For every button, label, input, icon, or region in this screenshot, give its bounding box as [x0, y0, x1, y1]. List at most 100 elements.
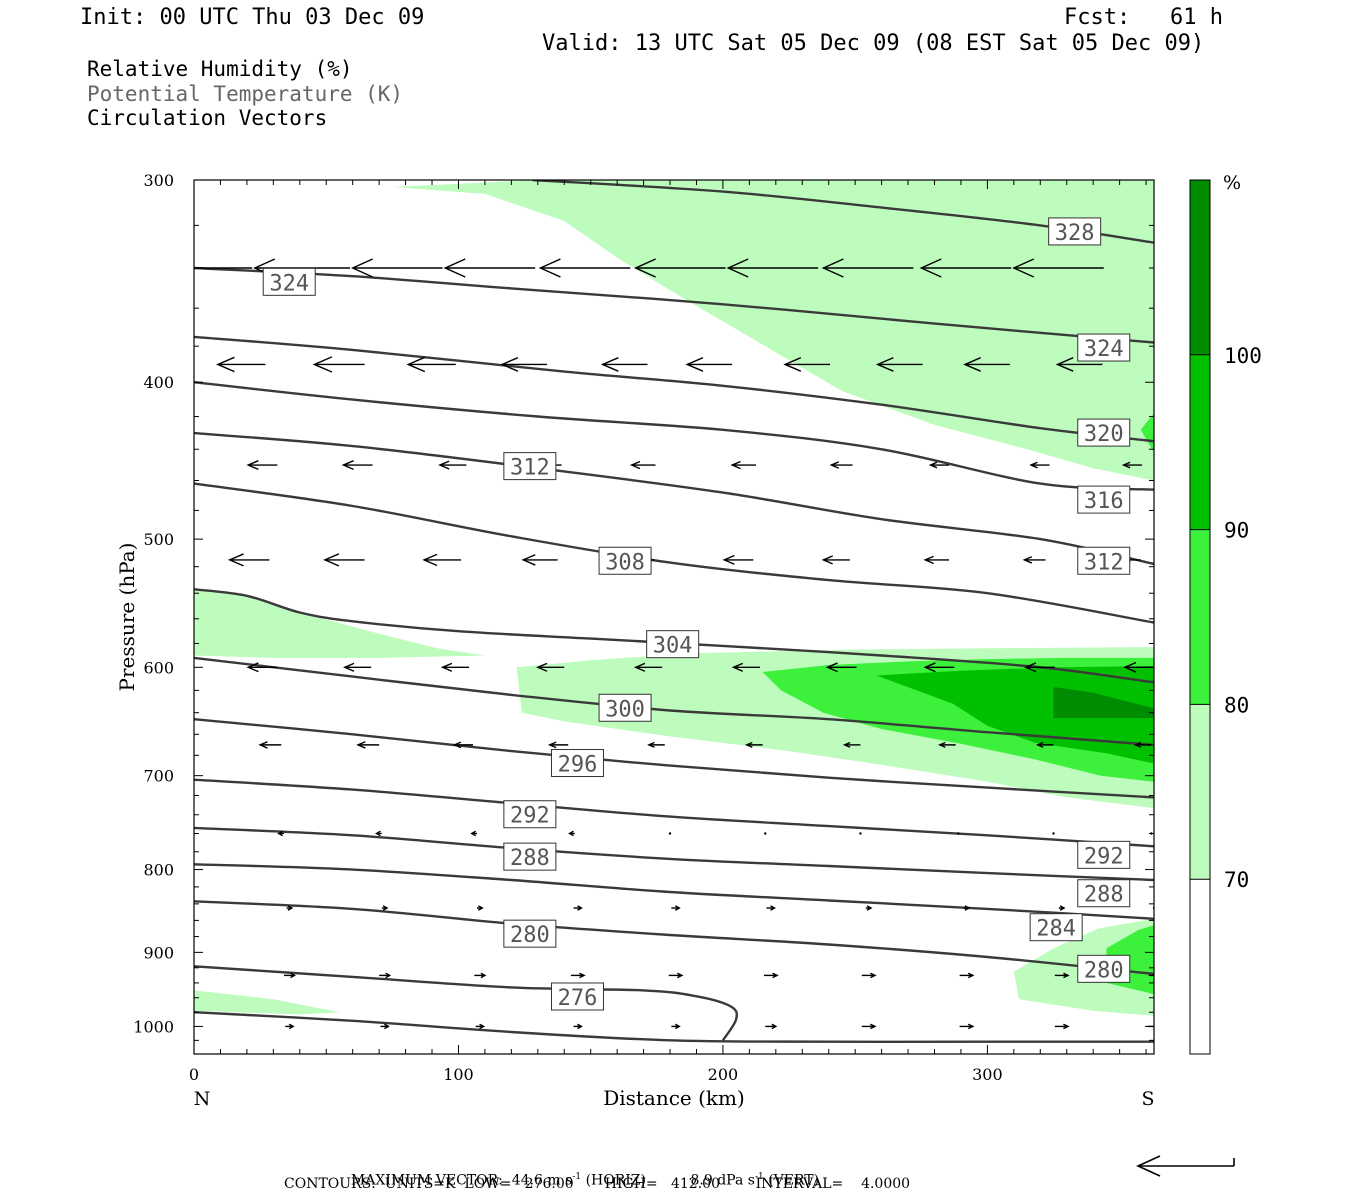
circulation-vector	[821, 258, 914, 278]
contour-label-308: 308	[598, 546, 652, 575]
contour-label-312: 312	[1077, 546, 1131, 575]
circulation-vector	[1058, 905, 1066, 911]
contour-label-312: 312	[503, 452, 557, 481]
svg-text:308: 308	[605, 550, 645, 575]
circulation-vector	[323, 553, 365, 567]
contour-label-280: 280	[1077, 954, 1131, 983]
circulation-vector	[829, 461, 853, 469]
circulation-vector	[258, 741, 282, 749]
contour-label-288: 288	[1077, 879, 1131, 908]
svg-text:300: 300	[605, 697, 645, 722]
circulation-vector	[342, 662, 372, 672]
theta-contour-324	[194, 266, 1154, 344]
theta-contour-312	[194, 431, 1154, 566]
circulation-vector	[629, 460, 656, 470]
svg-text:292: 292	[510, 804, 550, 829]
svg-text:284: 284	[1036, 917, 1076, 942]
rh-region-70	[194, 990, 340, 1015]
circulation-vector	[286, 905, 294, 911]
y-tick-label: 600	[143, 658, 174, 677]
y-axis-label: Pressure (hPa)	[115, 543, 139, 692]
max-vector-horiz-sup: -1	[572, 1172, 582, 1182]
circulation-vector	[726, 258, 819, 278]
contour-label-288: 288	[503, 842, 557, 871]
circulation-vector	[959, 1023, 975, 1030]
init-time: Init: 00 UTC Thu 03 Dec 09	[80, 5, 425, 30]
circulation-vector	[938, 741, 956, 748]
circulation-vector	[475, 1023, 486, 1030]
circulation-vector	[923, 662, 955, 673]
x-tick-label: 200	[708, 1065, 739, 1084]
circulation-vector	[1133, 741, 1152, 748]
legend-theta: Potential Temperature (K)	[87, 82, 404, 106]
rh-region-70	[392, 180, 1154, 481]
circulation-vector	[440, 662, 470, 672]
circulation-vector	[283, 972, 296, 979]
circulation-vector	[730, 460, 756, 470]
plot-frame	[193, 179, 1155, 1055]
max-vector-vert-label: (VERT)	[768, 1172, 820, 1189]
theta-contour-272	[194, 1011, 1154, 1044]
circulation-vector	[959, 972, 975, 979]
contour-label-284: 284	[1029, 913, 1083, 942]
svg-text:324: 324	[1084, 337, 1124, 362]
circulation-vector	[957, 832, 960, 835]
x-tick-label: 100	[443, 1065, 474, 1084]
circulation-vector	[928, 461, 950, 469]
contour-label-320: 320	[1077, 418, 1131, 447]
circulation-vector	[685, 357, 733, 372]
circulation-vector	[861, 972, 877, 979]
circulation-vector	[1054, 972, 1070, 979]
circulation-vector	[1052, 832, 1055, 835]
y-tick-label: 500	[143, 530, 174, 549]
svg-text:320: 320	[1084, 422, 1124, 447]
circulation-vector	[194, 267, 253, 269]
contour-label-316: 316	[1077, 485, 1131, 514]
svg-text:304: 304	[653, 634, 693, 659]
circulation-vector	[246, 662, 278, 673]
contour-label-280: 280	[503, 919, 557, 948]
circulation-vector	[381, 905, 389, 911]
circulation-vector	[1022, 556, 1046, 564]
theta-contours	[194, 180, 1154, 1044]
circulation-vector	[568, 830, 575, 837]
circulation-vector	[438, 460, 467, 470]
svg-text:292: 292	[1084, 844, 1124, 869]
circulation-vector	[763, 972, 779, 979]
max-vector-vert-sup: -1	[754, 1172, 764, 1182]
circulation-vector	[350, 258, 443, 278]
svg-text:288: 288	[510, 846, 550, 871]
circulation-vector	[476, 905, 484, 911]
circulation-vector	[821, 555, 850, 565]
circulation-vector	[963, 905, 971, 911]
theta-contour-284	[194, 863, 1154, 920]
y-tick-label: 800	[143, 861, 174, 880]
circulation-vector	[668, 972, 684, 979]
circulation-vector	[766, 905, 776, 911]
x-axis-label: Distance (km)	[603, 1086, 745, 1110]
axis-ticks: 300 400 500 600 700 800 900 1000 0 100 200 300	[133, 171, 1154, 1084]
circulation-vector	[375, 830, 382, 837]
svg-text:280: 280	[1084, 958, 1124, 983]
contour-label-296: 296	[550, 749, 604, 778]
theta-contour-296	[194, 718, 1154, 799]
theta-contour-320	[194, 335, 1154, 443]
circulation-vector	[1029, 461, 1050, 469]
colorbar-segment	[1190, 180, 1210, 355]
circulation-vector	[470, 830, 477, 837]
circulation-vector	[647, 741, 665, 748]
colorbar-label: 100	[1224, 344, 1262, 368]
circulation-vector	[731, 662, 760, 672]
colorbar-frame	[1189, 179, 1211, 1055]
circulation-vector	[521, 554, 558, 566]
circulation-vector	[452, 741, 474, 749]
circulation-vector	[406, 356, 456, 373]
colorbar-unit: %	[1223, 172, 1241, 194]
circulation-vector	[963, 357, 1010, 372]
circulation-vector	[573, 905, 583, 911]
circulation-vector	[919, 258, 1012, 278]
circulation-vector	[722, 554, 754, 565]
forecast-hour: Fcst: 61 h	[1064, 5, 1223, 30]
y-tick-label: 700	[143, 767, 174, 786]
